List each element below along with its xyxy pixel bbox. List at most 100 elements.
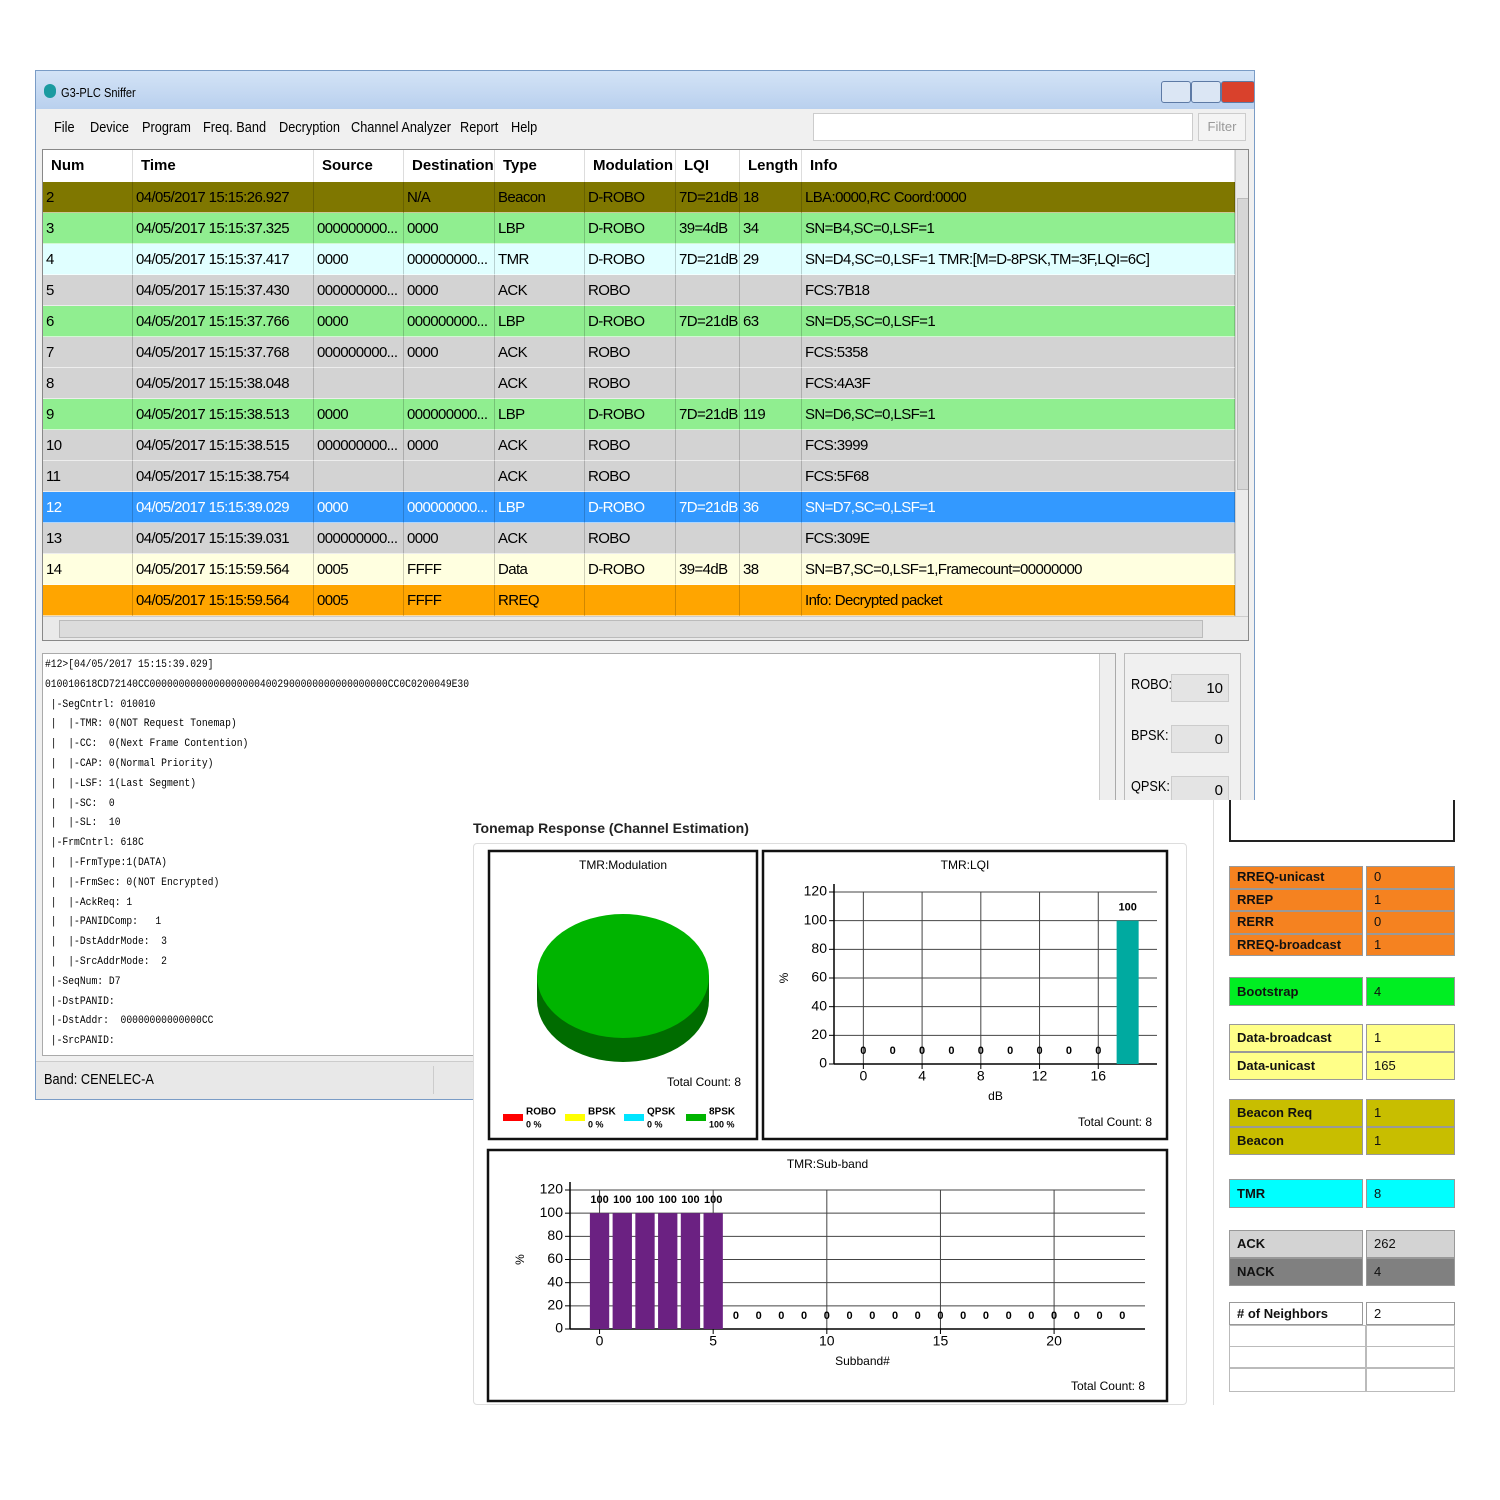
- column-header[interactable]: Info: [802, 150, 1235, 182]
- stats-row: RREQ-broadcast 1: [1229, 933, 1455, 956]
- table-cell: LBP: [495, 399, 585, 430]
- cell-text: 000000000...: [407, 499, 488, 516]
- table-cell: D-ROBO: [585, 306, 676, 337]
- table-cell: LBP: [495, 492, 585, 523]
- column-header[interactable]: LQI: [676, 150, 740, 182]
- cell-text: 7D=21dB: [679, 251, 738, 268]
- table-cell: ROBO: [585, 461, 676, 492]
- cell-text: LBA:0000,RC Coord:0000: [805, 189, 967, 206]
- stats-top-box: [1229, 800, 1455, 842]
- detail-line: | |-CAP: 0(Normal Priority): [45, 758, 214, 770]
- menu-item[interactable]: Device: [90, 119, 129, 136]
- table-cell: [676, 337, 740, 368]
- table-cell: [585, 585, 676, 616]
- column-header[interactable]: Modulation: [585, 150, 676, 182]
- column-header[interactable]: Length: [740, 150, 802, 182]
- packet-row[interactable]: 5 04/05/2017 15:15:37.430 000000000... 0000…: [43, 275, 1235, 306]
- cell-text: 000000000...: [317, 344, 398, 361]
- table-cell: 04/05/2017 15:15:59.564: [133, 554, 314, 585]
- packet-row[interactable]: 13 04/05/2017 15:15:39.031 000000000... 000…: [43, 523, 1235, 554]
- cell-text: Info: Decrypted packet: [805, 592, 942, 609]
- cell-text: 14: [46, 561, 62, 578]
- packet-row[interactable]: 11 04/05/2017 15:15:38.754 ACK ROBO FCS:5F68: [43, 461, 1235, 492]
- menu-item[interactable]: Program: [142, 119, 191, 136]
- cell-text: 000000000...: [317, 282, 398, 299]
- menu-item[interactable]: Report: [460, 119, 499, 136]
- stats-label: TMR: [1237, 1185, 1266, 1201]
- window-title: G3-PLC Sniffer: [61, 85, 136, 100]
- cell-text: 6: [46, 313, 54, 330]
- packet-row[interactable]: 12 04/05/2017 15:15:39.029 0000 000000000..…: [43, 492, 1235, 523]
- stats-label: Data-unicast: [1237, 1058, 1316, 1073]
- cell-text: LBP: [498, 406, 525, 423]
- tonemap-frame: [473, 843, 1187, 1405]
- legend-label: ROBO: [526, 1107, 556, 1118]
- y-tick-label: 20: [811, 1026, 827, 1042]
- table-cell: 04/05/2017 15:15:38.048: [133, 368, 314, 399]
- detail-line: | |-SL: 10: [45, 817, 121, 830]
- menu-item[interactable]: Help: [511, 119, 538, 136]
- packet-row[interactable]: 8 04/05/2017 15:15:38.048 ACK ROBO FCS:4A3F: [43, 368, 1235, 399]
- scrollbar-thumb[interactable]: [59, 620, 1203, 638]
- stats-value: 0: [1374, 869, 1382, 885]
- cell-text: FCS:309E: [805, 530, 870, 547]
- detail-line: | |-SrcAddrMode: 2: [45, 956, 167, 968]
- data-label: 0: [801, 1310, 807, 1322]
- packet-row[interactable]: 10 04/05/2017 15:15:38.515 000000000... 000…: [43, 430, 1235, 461]
- column-header[interactable]: Type: [495, 150, 585, 182]
- packet-row[interactable]: 04/05/2017 15:15:59.564 0005 FFFF RREQ Info:…: [43, 585, 1235, 616]
- cell-text: FFFF: [407, 592, 442, 609]
- packet-row[interactable]: 14 04/05/2017 15:15:59.564 0005 FFFF Data D-R…: [43, 554, 1235, 585]
- cell-text: 04/05/2017 15:15:37.325: [136, 220, 290, 237]
- packet-row[interactable]: 9 04/05/2017 15:15:38.513 0000 000000000...…: [43, 399, 1235, 430]
- table-cell: [43, 585, 133, 616]
- scrollbar-thumb[interactable]: [1237, 198, 1248, 490]
- detail-line: |-DstPANID:: [45, 995, 115, 1008]
- cell-text: 39=4dB: [679, 220, 728, 237]
- table-cell: 04/05/2017 15:15:39.029: [133, 492, 314, 523]
- stats-label: Beacon: [1237, 1133, 1284, 1148]
- cell-text: 04/05/2017 15:15:39.031: [136, 530, 290, 547]
- packet-row[interactable]: 6 04/05/2017 15:15:37.766 0000 000000000...…: [43, 306, 1235, 337]
- packet-row[interactable]: 4 04/05/2017 15:15:37.417 0000 000000000...…: [43, 244, 1235, 275]
- cell-text: ACK: [498, 468, 528, 485]
- menu-item[interactable]: Channel Analyzer: [351, 119, 451, 136]
- cell-text: 0000: [407, 437, 439, 454]
- table-cell: [740, 461, 802, 492]
- minimize-button[interactable]: [1161, 81, 1191, 103]
- cell-text: 04/05/2017 15:15:37.768: [136, 344, 290, 361]
- data-label: 0: [978, 1045, 984, 1057]
- close-button[interactable]: [1221, 81, 1254, 103]
- column-header[interactable]: Time: [133, 150, 314, 182]
- chart-title: TMR:Sub-band: [787, 1157, 868, 1171]
- table-cell: SN=B7,SC=0,LSF=1,Framecount=00000000: [802, 554, 1235, 585]
- stats-value: 165: [1374, 1058, 1396, 1073]
- packet-row[interactable]: 2 04/05/2017 15:15:26.927 N/A Beacon D-ROBO 7…: [43, 182, 1235, 213]
- cell-text: 0000: [317, 406, 349, 423]
- column-header[interactable]: Num: [43, 150, 133, 182]
- maximize-button[interactable]: [1191, 81, 1221, 103]
- table-cell: 4: [43, 244, 133, 275]
- menu-item[interactable]: Decryption: [279, 119, 340, 136]
- column-header[interactable]: Destination: [404, 150, 495, 182]
- detail-line: | |-FrmType:1(DATA): [45, 857, 167, 869]
- stats-label: RREP: [1237, 891, 1274, 907]
- column-header[interactable]: Source: [314, 150, 404, 182]
- menu-item[interactable]: File: [54, 119, 75, 136]
- stats-value-cell: [1366, 1302, 1455, 1325]
- data-label: 0: [983, 1310, 989, 1322]
- menu-item[interactable]: Freq. Band: [203, 119, 267, 136]
- stats-value: 2: [1374, 1305, 1382, 1321]
- packet-row[interactable]: 3 04/05/2017 15:15:37.325 000000000... 0000…: [43, 213, 1235, 244]
- packet-row[interactable]: 7 04/05/2017 15:15:37.768 000000000... 0000…: [43, 337, 1235, 368]
- table-cell: TMR: [495, 244, 585, 275]
- filter-button[interactable]: Filter: [1198, 113, 1246, 141]
- table-cell: ROBO: [585, 523, 676, 554]
- data-label: 100: [636, 1194, 654, 1206]
- filter-input[interactable]: [813, 113, 1193, 141]
- status-divider: [433, 1066, 434, 1094]
- detail-line: |-DstAddr: 00000000000000CC: [45, 1015, 214, 1028]
- y-tick-label: 80: [811, 940, 827, 956]
- data-label: 0: [1119, 1310, 1125, 1322]
